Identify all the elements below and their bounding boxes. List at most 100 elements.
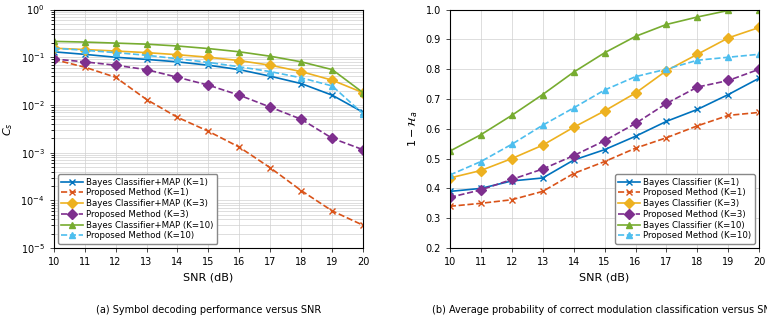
Bayes Classifier+MAP (K=1)	[80, 52, 89, 56]
Proposed Method (K=1)	[445, 204, 454, 208]
Proposed Method (K=1)	[173, 115, 182, 119]
Proposed Method (K=10)	[111, 51, 120, 54]
Proposed Method (K=1)	[235, 145, 244, 149]
Proposed Method (K=1)	[662, 136, 671, 140]
Bayes Classifier (K=10)	[600, 51, 609, 55]
Text: (a) Symbol decoding performance versus SNR: (a) Symbol decoding performance versus S…	[96, 305, 321, 315]
Proposed Method (K=1)	[569, 172, 578, 176]
Proposed Method (K=3)	[538, 167, 548, 171]
Proposed Method (K=1)	[265, 166, 275, 170]
Bayes Classifier+MAP (K=3)	[235, 59, 244, 63]
Proposed Method (K=3)	[569, 154, 578, 157]
Bayes Classifier (K=10)	[538, 93, 548, 96]
Line: Proposed Method (K=10): Proposed Method (K=10)	[50, 45, 367, 117]
Bayes Classifier+MAP (K=1)	[49, 50, 58, 54]
Proposed Method (K=1)	[204, 129, 213, 133]
Bayes Classifier+MAP (K=1)	[173, 60, 182, 64]
Bayes Classifier+MAP (K=10)	[111, 41, 120, 45]
Proposed Method (K=1)	[328, 209, 337, 213]
Bayes Classifier+MAP (K=1)	[111, 55, 120, 59]
Proposed Method (K=3)	[755, 67, 764, 71]
Bayes Classifier+MAP (K=10)	[235, 50, 244, 54]
Proposed Method (K=1)	[724, 114, 733, 117]
Bayes Classifier (K=1)	[600, 148, 609, 152]
Proposed Method (K=10)	[724, 55, 733, 59]
Proposed Method (K=3)	[80, 60, 89, 64]
Proposed Method (K=1)	[142, 98, 151, 101]
Bayes Classifier (K=3)	[476, 169, 486, 172]
Proposed Method (K=3)	[445, 196, 454, 199]
Text: (b) Average probability of correct modulation classification versus SNR: (b) Average probability of correct modul…	[432, 305, 767, 315]
Bayes Classifier (K=3)	[600, 109, 609, 113]
Y-axis label: $1 - \mathcal{H}_a$: $1 - \mathcal{H}_a$	[406, 111, 420, 147]
Bayes Classifier (K=10)	[662, 23, 671, 26]
Proposed Method (K=10)	[204, 60, 213, 64]
Line: Proposed Method (K=10): Proposed Method (K=10)	[446, 51, 763, 178]
Bayes Classifier (K=3)	[569, 125, 578, 129]
Bayes Classifier+MAP (K=1)	[265, 74, 275, 78]
Bayes Classifier+MAP (K=3)	[111, 49, 120, 53]
Bayes Classifier+MAP (K=10)	[173, 44, 182, 48]
Proposed Method (K=3)	[111, 63, 120, 67]
Bayes Classifier+MAP (K=1)	[204, 63, 213, 67]
Bayes Classifier (K=3)	[724, 36, 733, 40]
Bayes Classifier (K=3)	[538, 143, 548, 147]
Proposed Method (K=1)	[476, 201, 486, 205]
Proposed Method (K=1)	[80, 65, 89, 69]
Bayes Classifier+MAP (K=10)	[142, 42, 151, 46]
Bayes Classifier+MAP (K=3)	[359, 91, 368, 95]
Line: Bayes Classifier (K=1): Bayes Classifier (K=1)	[446, 75, 763, 195]
Proposed Method (K=10)	[507, 142, 516, 146]
Bayes Classifier+MAP (K=10)	[297, 60, 306, 64]
Y-axis label: $C_s$: $C_s$	[1, 122, 15, 135]
Bayes Classifier (K=10)	[631, 34, 640, 38]
Proposed Method (K=1)	[600, 160, 609, 163]
Bayes Classifier (K=1)	[693, 107, 702, 111]
Bayes Classifier+MAP (K=10)	[204, 47, 213, 51]
Bayes Classifier (K=10)	[693, 15, 702, 19]
Line: Proposed Method (K=1): Proposed Method (K=1)	[50, 56, 367, 229]
Bayes Classifier (K=10)	[476, 133, 486, 137]
Bayes Classifier+MAP (K=10)	[80, 40, 89, 44]
Bayes Classifier+MAP (K=1)	[359, 110, 368, 114]
Proposed Method (K=1)	[631, 146, 640, 150]
Line: Proposed Method (K=3): Proposed Method (K=3)	[50, 56, 367, 153]
Bayes Classifier+MAP (K=3)	[204, 55, 213, 59]
Bayes Classifier+MAP (K=1)	[328, 93, 337, 97]
Proposed Method (K=10)	[600, 88, 609, 92]
Proposed Method (K=10)	[328, 84, 337, 88]
Bayes Classifier+MAP (K=3)	[142, 51, 151, 54]
Bayes Classifier (K=1)	[507, 179, 516, 183]
Proposed Method (K=10)	[538, 123, 548, 127]
Proposed Method (K=3)	[724, 79, 733, 82]
Proposed Method (K=3)	[631, 121, 640, 125]
Line: Bayes Classifier (K=10): Bayes Classifier (K=10)	[446, 6, 763, 155]
Proposed Method (K=10)	[235, 65, 244, 69]
Line: Bayes Classifier+MAP (K=10): Bayes Classifier+MAP (K=10)	[50, 38, 367, 96]
Line: Bayes Classifier (K=3): Bayes Classifier (K=3)	[446, 24, 763, 182]
Proposed Method (K=10)	[693, 58, 702, 62]
Proposed Method (K=10)	[631, 75, 640, 79]
Bayes Classifier+MAP (K=1)	[142, 58, 151, 61]
Proposed Method (K=3)	[328, 136, 337, 140]
X-axis label: SNR (dB): SNR (dB)	[183, 273, 234, 283]
Bayes Classifier (K=3)	[631, 91, 640, 95]
Proposed Method (K=1)	[755, 110, 764, 114]
Line: Bayes Classifier+MAP (K=3): Bayes Classifier+MAP (K=3)	[50, 45, 367, 96]
Proposed Method (K=10)	[755, 52, 764, 56]
Bayes Classifier (K=10)	[724, 9, 733, 12]
Bayes Classifier (K=1)	[631, 134, 640, 138]
Line: Bayes Classifier+MAP (K=1): Bayes Classifier+MAP (K=1)	[50, 48, 367, 116]
Proposed Method (K=10)	[359, 112, 368, 116]
Proposed Method (K=10)	[173, 57, 182, 61]
Proposed Method (K=3)	[49, 57, 58, 61]
Line: Proposed Method (K=3): Proposed Method (K=3)	[446, 66, 763, 201]
Proposed Method (K=1)	[538, 190, 548, 193]
Proposed Method (K=3)	[600, 139, 609, 142]
Bayes Classifier+MAP (K=1)	[297, 82, 306, 86]
Bayes Classifier+MAP (K=3)	[297, 70, 306, 73]
Proposed Method (K=3)	[142, 68, 151, 72]
Bayes Classifier (K=1)	[569, 158, 578, 162]
Bayes Classifier+MAP (K=3)	[265, 63, 275, 67]
Proposed Method (K=10)	[297, 76, 306, 80]
